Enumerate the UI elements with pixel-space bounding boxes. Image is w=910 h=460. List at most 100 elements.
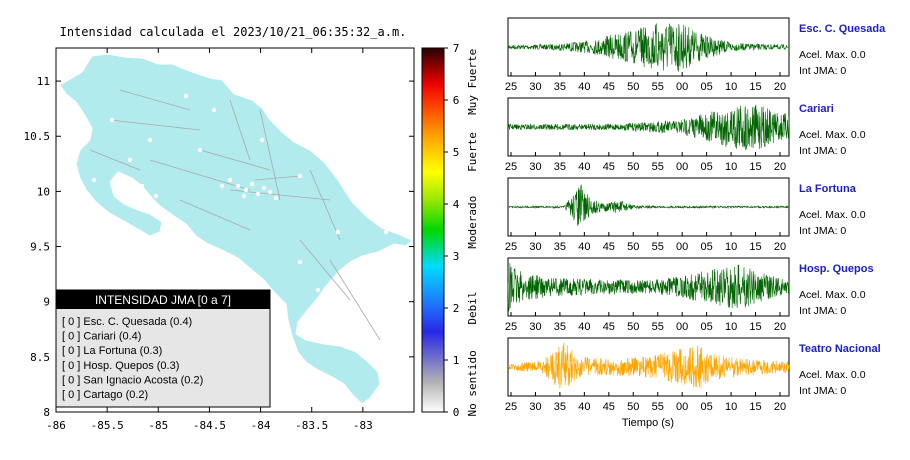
- waveform-panel: 25 30 35 40 45 50 55 00 05 10 15 20 Cariari Acel. Max…: [505, 97, 866, 173]
- waveform-tick-label: 30: [529, 241, 541, 253]
- station-name: Esc. C. Quesada: [799, 23, 886, 35]
- waveform-tick-label: 30: [529, 321, 541, 333]
- lat-tick-label: 10.5: [24, 130, 51, 143]
- road-network: [89, 89, 381, 341]
- waveform-tick-label: 40: [578, 321, 590, 333]
- station-accel: Acel. Max. 0.0: [799, 129, 866, 141]
- waveform-tick-label: 20: [774, 241, 786, 253]
- lat-tick-label: 8.5: [30, 351, 50, 364]
- waveform-tick-label: 15: [749, 81, 761, 93]
- station-markers: [91, 93, 389, 351]
- waveform-tick-label: 15: [749, 401, 761, 413]
- station-name: La Fortuna: [799, 183, 857, 195]
- station-name: Cariari: [799, 103, 834, 115]
- colorbar-tick-label: 7: [453, 42, 460, 55]
- waveform-panel: 25 30 35 40 45 50 55 00 05 10 15 20 Teatro Nacional A…: [505, 337, 881, 413]
- waveform-tick-label: 10: [725, 241, 737, 253]
- map-title: Intensidad calculada el 2023/10/21_06:35…: [60, 25, 407, 39]
- station-accel: Acel. Max. 0.0: [799, 289, 866, 301]
- colorbar-gradient: [421, 47, 445, 413]
- waveform-tick-label: 50: [627, 81, 639, 93]
- map-axis-ticks: -86 -85.5 -85 -84.5 -84 -83.5 -83 11 10.5 10 9.5 9 8…: [24, 48, 414, 432]
- waveform-tick-label: 50: [627, 241, 639, 253]
- waveform-trace: [507, 23, 790, 72]
- waveform-tick-label: 55: [652, 161, 664, 173]
- lon-tick-label: -86: [46, 419, 66, 432]
- waveform-tick-label: 50: [627, 161, 639, 173]
- legend-entry: [ 0 ] Esc. C. Quesada (0.4): [62, 316, 192, 328]
- colorbar-tick-label: 2: [453, 302, 460, 315]
- colorbar-tick-label: 0: [453, 406, 460, 419]
- waveform-tick-label: 35: [554, 321, 566, 333]
- lon-tick-label: -83: [353, 419, 373, 432]
- waveform-tick-label: 20: [774, 81, 786, 93]
- station-name: Teatro Nacional: [799, 343, 881, 355]
- waveform-tick-label: 05: [701, 401, 713, 413]
- lat-tick-label: 10: [37, 185, 50, 198]
- waveform-tick-label: 20: [774, 161, 786, 173]
- waveform-tick-label: 00: [676, 161, 688, 173]
- waveform-tick-label: 25: [505, 161, 517, 173]
- colorbar-category-label: Muy Fuerte: [466, 49, 479, 115]
- colorbar-tick-label: 6: [453, 94, 460, 107]
- waveform-panels: 25 30 35 40 45 50 55 00 05 10 15 20 Esc. C. Quesada A…: [505, 17, 886, 413]
- lon-tick-label: -85.5: [91, 419, 124, 432]
- waveform-tick-label: 55: [652, 241, 664, 253]
- lat-tick-label: 9.5: [30, 241, 50, 254]
- waveform-tick-label: 50: [627, 401, 639, 413]
- waveform-tick-label: 00: [676, 401, 688, 413]
- waveform-tick-label: 45: [603, 401, 615, 413]
- colorbar-tick-label: 1: [453, 354, 460, 367]
- waveform-tick-label: 25: [505, 321, 517, 333]
- waveform-trace: [507, 104, 790, 151]
- waveform-trace: [507, 342, 790, 389]
- waveform-tick-label: 30: [529, 81, 541, 93]
- waveform-tick-label: 45: [603, 321, 615, 333]
- waveform-tick-label: 55: [652, 321, 664, 333]
- colorbar-category-label: Moderado: [466, 196, 479, 249]
- legend-header: INTENSIDAD JMA [0 a 7]: [95, 293, 231, 307]
- waveform-panel: 25 30 35 40 45 50 55 00 05 10 15 20 Hosp. Quepos Acel…: [505, 257, 874, 333]
- waveform-tick-label: 25: [505, 81, 517, 93]
- lon-tick-label: -85: [148, 419, 168, 432]
- lat-tick-label: 8: [43, 406, 50, 419]
- waveform-tick-label: 20: [774, 321, 786, 333]
- colorbar-category-label: No sentido: [466, 350, 479, 416]
- waveform-tick-label: 05: [701, 161, 713, 173]
- waveform-panel: 25 30 35 40 45 50 55 00 05 10 15 20 Esc. C. Quesada A…: [505, 17, 886, 93]
- waveform-tick-label: 30: [529, 161, 541, 173]
- waveform-tick-label: 15: [749, 161, 761, 173]
- waveform-tick-label: 55: [652, 81, 664, 93]
- lon-tick-label: -83.5: [295, 419, 328, 432]
- waveform-tick-label: 25: [505, 401, 517, 413]
- colorbar-labels: No sentido Debil Moderado Fuerte Muy Fuerte: [466, 49, 479, 417]
- legend-entries: [ 0 ] Esc. C. Quesada (0.4) [ 0 ] Cariari…: [62, 316, 203, 401]
- intensity-legend: INTENSIDAD JMA [0 a 7] [ 0 ] Esc. C. Que…: [55, 289, 271, 408]
- costa-rica-land: [59, 53, 413, 405]
- waveform-tick-label: 00: [676, 241, 688, 253]
- station-accel: Acel. Max. 0.0: [799, 209, 866, 221]
- waveform-trace: [507, 184, 790, 226]
- waveform-tick-label: 05: [701, 241, 713, 253]
- colorbar-tick-label: 3: [453, 250, 460, 263]
- legend-entry: [ 0 ] Hosp. Quepos (0.3): [62, 360, 179, 372]
- waveform-tick-label: 20: [774, 401, 786, 413]
- waveform-tick-label: 15: [749, 241, 761, 253]
- waveform-trace: [507, 263, 790, 312]
- lat-tick-label: 11: [37, 75, 50, 88]
- legend-header-bg: [56, 290, 270, 309]
- station-jma: Int JMA: 0: [799, 65, 846, 77]
- station-accel: Acel. Max. 0.0: [799, 49, 866, 61]
- waveform-tick-label: 45: [603, 241, 615, 253]
- waveform-tick-label: 40: [578, 161, 590, 173]
- colorbar-ticks: 0 1 2 3 4 5 6 7: [444, 42, 460, 419]
- colorbar-category-label: Fuerte: [466, 132, 479, 172]
- waveform-tick-label: 15: [749, 321, 761, 333]
- legend-entry: [ 0 ] La Fortuna (0.3): [62, 345, 162, 357]
- waveform-tick-label: 25: [505, 241, 517, 253]
- legend-entry: [ 0 ] Cartago (0.2): [62, 389, 148, 401]
- waveform-tick-label: 10: [725, 161, 737, 173]
- lat-tick-label: 9: [43, 296, 50, 309]
- waveform-tick-label: 40: [578, 81, 590, 93]
